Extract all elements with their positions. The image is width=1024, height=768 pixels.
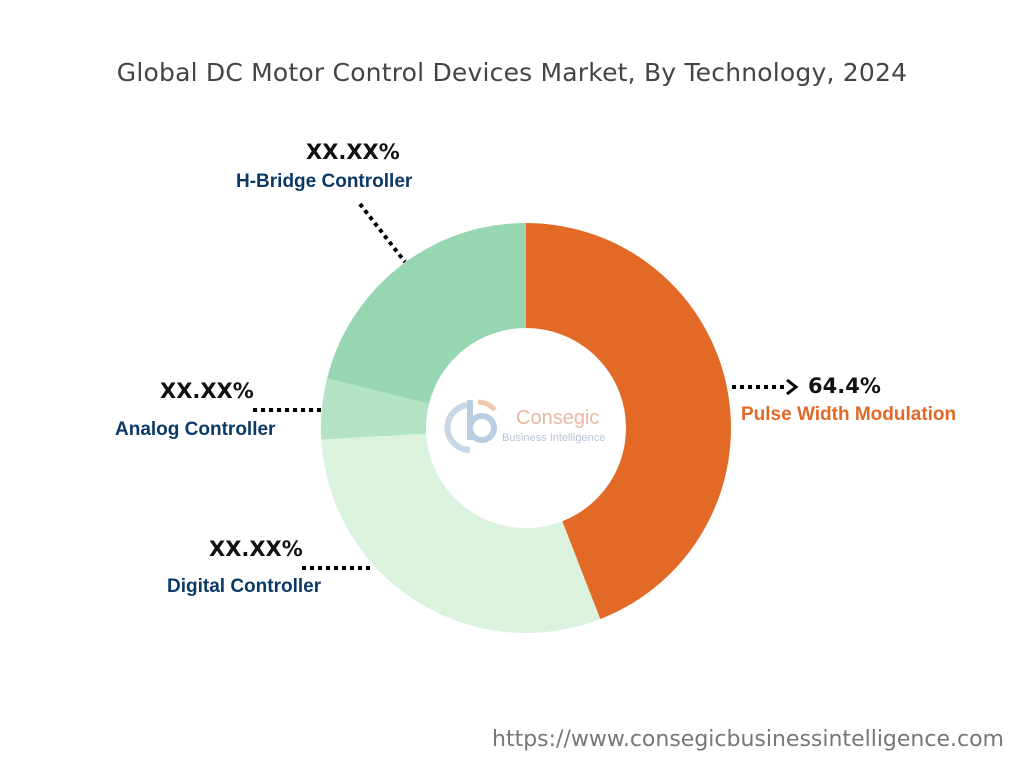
digital-pct: XX.XX% [209, 537, 303, 561]
digital-label: Digital Controller [167, 576, 322, 597]
hbridge-pct: XX.XX% [306, 140, 400, 164]
pwm-label: Pulse Width Modulation [741, 404, 957, 425]
analog-pct: XX.XX% [160, 379, 254, 403]
leader-hbridge [358, 202, 407, 264]
chart-title: Global DC Motor Control Devices Market, … [116, 58, 908, 87]
arrow-icon [786, 378, 799, 396]
source-url: https://www.consegicbusinessintelligence… [492, 727, 1004, 752]
slice-digital-controller [321, 433, 601, 634]
logo-tagline: Business Intelligence [502, 432, 606, 444]
slice-pulse-width-modulation [526, 223, 731, 620]
pwm-pct: 64.4% [808, 374, 881, 398]
hbridge-label: H-Bridge Controller [236, 171, 413, 192]
logo-name: Consegic [516, 407, 600, 429]
slice-analog-controller [320, 378, 429, 440]
slice-h-bridge-controller [327, 223, 526, 404]
logo-icon [444, 399, 497, 453]
analog-label: Analog Controller [115, 419, 276, 440]
